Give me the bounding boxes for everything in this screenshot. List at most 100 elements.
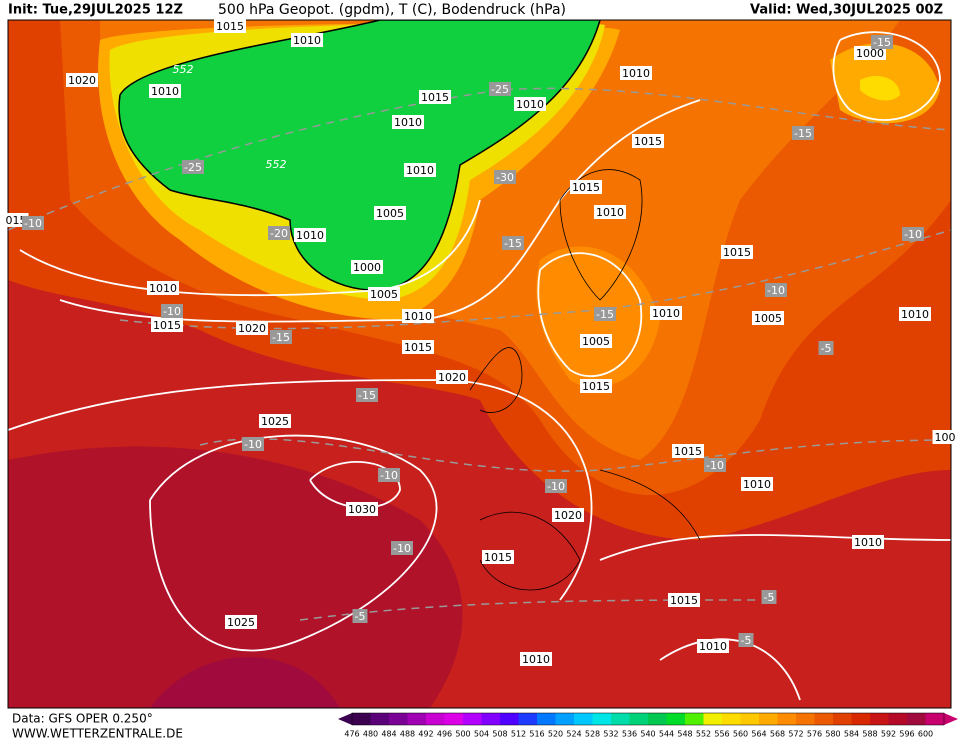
colorbar-label: 580 xyxy=(825,730,840,739)
isobar-label: 1015 xyxy=(634,135,662,148)
green-field xyxy=(118,20,601,291)
colorbar-swatch xyxy=(574,713,593,725)
isobar-label-box xyxy=(668,593,700,607)
isobar-label-box xyxy=(570,180,602,194)
colorbar-swatch xyxy=(666,713,686,725)
colorbar-swatch xyxy=(407,713,427,725)
data-source: Data: GFS OPER 0.250° xyxy=(12,712,153,726)
isobar-label-box xyxy=(419,90,451,104)
colorbar-label: 548 xyxy=(677,730,692,739)
colorbar-swatch xyxy=(444,713,464,725)
temperature-label: -15 xyxy=(358,389,376,402)
temperature-label-box xyxy=(545,479,567,493)
colorbar-label: 516 xyxy=(529,730,544,739)
isobar-label-box xyxy=(149,84,181,98)
coastlines xyxy=(469,169,701,591)
isobar-label-box xyxy=(225,615,257,629)
temperature-label-box xyxy=(871,35,893,49)
temperature-label: -10 xyxy=(547,480,565,493)
isobar-label-box xyxy=(482,550,514,564)
colorbar-label: 500 xyxy=(455,730,470,739)
colorbar-label: 520 xyxy=(548,730,563,739)
temperature-label-box xyxy=(182,160,204,174)
temperature-label: -5 xyxy=(764,591,775,604)
contour-label: 552 xyxy=(266,158,287,171)
isobar-label-box xyxy=(852,535,884,549)
isobar-label: 1010 xyxy=(699,640,727,653)
colorbar-swatch xyxy=(518,713,538,725)
temperature-label-box xyxy=(268,226,290,240)
colorbar-swatch xyxy=(648,713,667,725)
temperature-label-box xyxy=(356,388,378,402)
isobar-label: 1005 xyxy=(376,207,404,220)
isobar-label: 1010 xyxy=(293,34,321,47)
temperature-label-box xyxy=(270,330,292,344)
isobar-label: 1010 xyxy=(622,67,650,80)
isobar-label-box xyxy=(404,163,436,177)
isobar-label-box xyxy=(392,115,424,129)
isobar-label: 1010 xyxy=(596,206,624,219)
colorbar-label: 540 xyxy=(640,730,655,739)
isobar-label-box xyxy=(672,444,704,458)
colorbar-swatch xyxy=(870,713,889,725)
colorbar-label: 600 xyxy=(918,730,933,739)
temperature-label-box xyxy=(161,304,183,318)
isobar-label-box xyxy=(66,73,98,87)
temperature-label: -25 xyxy=(491,83,509,96)
isobar-label-box xyxy=(854,46,886,60)
colorbar-swatch xyxy=(851,713,871,725)
temperature-label: -10 xyxy=(904,228,922,241)
isobar-label-box xyxy=(214,19,246,33)
temperature-label-box xyxy=(352,609,368,623)
colorbar-swatch xyxy=(537,713,556,725)
isobar-label: 1010 xyxy=(404,310,432,323)
isobar-label-box xyxy=(294,228,326,242)
temperature-label-box xyxy=(242,437,264,451)
isobar-label-box xyxy=(402,309,434,323)
colorbar-label: 484 xyxy=(381,730,396,739)
colorbar-swatch xyxy=(555,713,575,725)
isobar-label-box xyxy=(594,205,626,219)
isobar-label-box xyxy=(368,287,400,301)
colorbar-label: 576 xyxy=(807,730,822,739)
temperature-label-box xyxy=(489,82,511,96)
temperature-label-box xyxy=(22,216,44,230)
isobar-label: 1010 xyxy=(854,536,882,549)
isobar-label-box xyxy=(147,281,179,295)
colorbar-swatch xyxy=(426,713,445,725)
temperature-label: -30 xyxy=(496,171,514,184)
init-time: Init: Tue,29JUL2025 12Z xyxy=(8,3,183,18)
isobar-label-box xyxy=(741,477,773,491)
temperature-label: -10 xyxy=(380,469,398,482)
colorbar-swatch xyxy=(888,713,908,725)
temperature-label: -15 xyxy=(272,331,290,344)
map-field xyxy=(8,20,951,708)
isobar-label: 1005 xyxy=(582,335,610,348)
isobar-label-box xyxy=(402,340,434,354)
temperature-label-box xyxy=(818,341,834,355)
colorbar-label: 504 xyxy=(474,730,489,739)
isobar-label: 1010 xyxy=(151,85,179,98)
colorbar-swatch xyxy=(389,713,408,725)
isobar-label-box xyxy=(752,311,784,325)
temperature-label: -10 xyxy=(706,459,724,472)
colorbar-label: 592 xyxy=(881,730,896,739)
colorbar-label: 536 xyxy=(622,730,637,739)
isobar-label-box xyxy=(932,430,958,444)
isobar-label: 1020 xyxy=(68,74,96,87)
colorbar-label: 528 xyxy=(585,730,600,739)
colorbar-label: 596 xyxy=(899,730,914,739)
isobar-label-box xyxy=(436,370,468,384)
colorbar-swatch xyxy=(925,713,945,725)
colorbar-swatch xyxy=(463,713,482,725)
isobar-label: 1005 xyxy=(370,288,398,301)
isobar-label: 1010 xyxy=(296,229,324,242)
isobar-label-box xyxy=(697,639,729,653)
isobar-label-box xyxy=(374,206,406,220)
isobar-label: 1015 xyxy=(404,341,432,354)
isobar-label-box xyxy=(580,379,612,393)
isobar-label: 1025 xyxy=(227,616,255,629)
valid-time: Valid: Wed,30JUL2025 00Z xyxy=(750,3,943,18)
colorbar-label: 584 xyxy=(844,730,859,739)
